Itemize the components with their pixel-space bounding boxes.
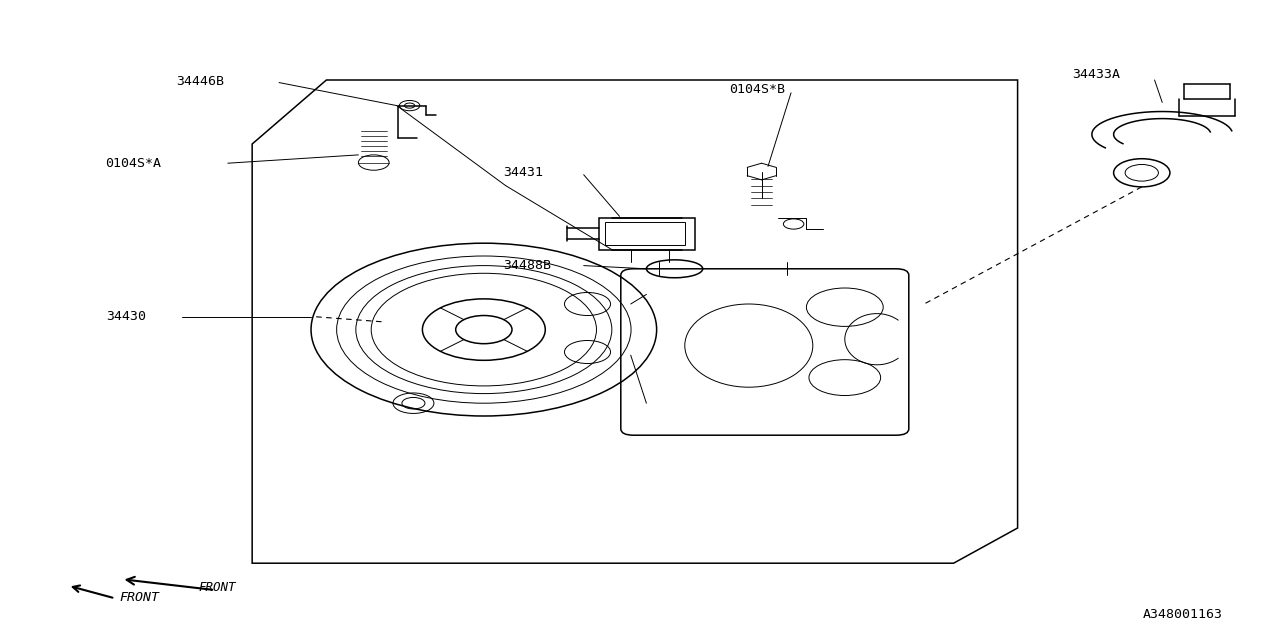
Text: 34430: 34430 <box>106 310 146 323</box>
Text: FRONT: FRONT <box>198 581 236 594</box>
Text: 34433A: 34433A <box>1073 68 1121 81</box>
Text: 34488B: 34488B <box>503 259 550 272</box>
Text: 34431: 34431 <box>503 166 543 179</box>
Text: FRONT: FRONT <box>119 591 159 604</box>
Bar <box>605 222 685 245</box>
Text: 0104S*B: 0104S*B <box>730 83 786 96</box>
Text: 0104S*A: 0104S*A <box>105 157 161 170</box>
Text: A348001163: A348001163 <box>1142 608 1222 621</box>
Text: 34446B: 34446B <box>177 76 224 88</box>
Bar <box>599 218 695 250</box>
